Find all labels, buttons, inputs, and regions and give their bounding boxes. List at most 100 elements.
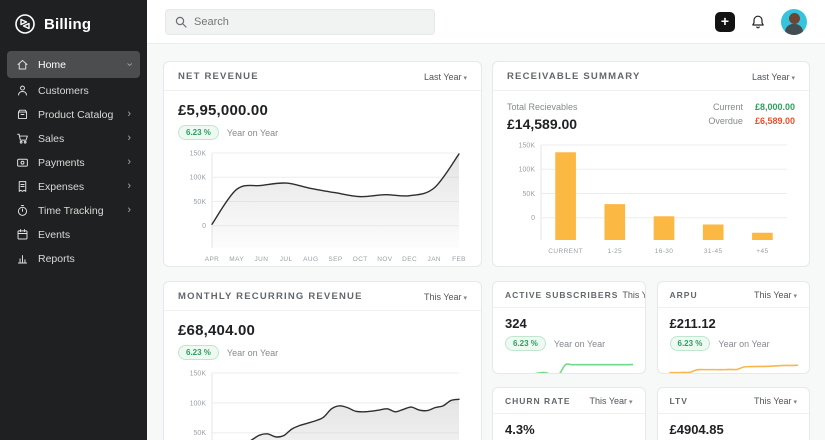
sidebar-item-events[interactable]: Events (7, 223, 140, 246)
sidebar-item-reports[interactable]: Reports (7, 247, 140, 270)
search-input[interactable] (194, 15, 425, 28)
active-subscribers-value: 324 (505, 316, 527, 331)
sales-icon (16, 132, 29, 145)
card-title: ARPU (669, 290, 698, 300)
yoy-caption: Year on Year (553, 338, 606, 349)
chevron-right-icon (127, 133, 131, 144)
svg-text:CURRENT: CURRENT (548, 248, 583, 255)
card-title: MONTHLY RECURRING REVENUE (178, 291, 363, 302)
sidebar-item-time-tracking[interactable]: Time Tracking (7, 199, 140, 222)
kpi-column: ACTIVE SUBSCRIBERS This Year 324 6.23 % … (492, 281, 810, 440)
home-icon (16, 58, 29, 71)
period-dropdown[interactable]: This Year (754, 290, 797, 300)
total-receivables-value: £14,589.00 (507, 116, 578, 132)
overdue-label: Overdue (708, 116, 743, 126)
card-title: RECEIVABLE SUMMARY (507, 71, 641, 82)
mrr-value: £68,404.00 (178, 322, 256, 339)
period-dropdown[interactable]: Last Year (424, 72, 467, 82)
sidebar-item-label: Sales (38, 132, 65, 145)
svg-text:150K: 150K (190, 151, 207, 158)
svg-text:APR: APR (205, 256, 220, 263)
sidebar-item-product-catalog[interactable]: Product Catalog (7, 103, 140, 126)
payments-icon (16, 156, 29, 169)
search-box[interactable] (165, 8, 435, 35)
period-dropdown[interactable]: This Year (590, 396, 633, 406)
sidebar-item-home[interactable]: Home (7, 51, 140, 78)
arpu-sparkline (668, 354, 800, 373)
period-dropdown[interactable]: This Year (622, 290, 644, 300)
notifications-bell-icon[interactable] (750, 14, 766, 30)
sidebar-item-label: Payments (38, 156, 85, 169)
dashboard-row-1: NET REVENUE Last Year £5,95,000.00 6.23 … (163, 61, 810, 267)
overdue-value: £6,589.00 (754, 116, 795, 126)
topbar-actions (715, 8, 807, 35)
card-title: LTV (669, 396, 688, 406)
ltv-value: £4904.85 (669, 422, 724, 437)
dashboard-content: NET REVENUE Last Year £5,95,000.00 6.23 … (147, 44, 825, 440)
app-logo[interactable]: Billing (0, 0, 147, 47)
card-title: ACTIVE SUBSCRIBERS (505, 290, 619, 300)
arpu-card: ARPU This Year £211.12 6.23 % Year on Ye… (656, 281, 810, 374)
expenses-icon (16, 180, 29, 193)
reports-icon (16, 252, 29, 265)
svg-text:MAY: MAY (229, 256, 244, 263)
dashboard-row-2: MONTHLY RECURRING REVENUE This Year £68,… (163, 281, 810, 440)
product-catalog-icon (16, 108, 29, 121)
svg-text:JUN: JUN (254, 256, 268, 263)
svg-text:100K: 100K (190, 175, 207, 182)
svg-text:OCT: OCT (353, 256, 368, 263)
sidebar-item-payments[interactable]: Payments (7, 151, 140, 174)
svg-text:100K: 100K (190, 400, 207, 407)
search-icon (175, 16, 187, 28)
receivable-summary-card: RECEIVABLE SUMMARY Last Year Total Recie… (492, 61, 810, 267)
time-tracking-icon (16, 204, 29, 217)
svg-text:31-45: 31-45 (704, 248, 723, 255)
svg-text:DEC: DEC (402, 256, 417, 263)
chevron-right-icon (127, 181, 131, 192)
svg-text:150K: 150K (190, 371, 207, 378)
svg-text:50K: 50K (194, 430, 207, 437)
svg-text:0: 0 (202, 223, 206, 230)
add-new-button[interactable] (715, 11, 735, 32)
receivables-chart: 0 50K 100K 150K CURRENT 1-25 16-30 31-45 +45 (507, 140, 795, 258)
sidebar-item-sales[interactable]: Sales (7, 127, 140, 150)
svg-text:FEB: FEB (452, 256, 466, 263)
yoy-caption: Year on Year (226, 347, 279, 358)
card-title: NET REVENUE (178, 71, 259, 82)
svg-text:50K: 50K (523, 191, 536, 198)
sidebar-item-label: Home (38, 58, 67, 71)
yoy-badge: 6.23 % (505, 336, 546, 351)
user-avatar[interactable] (781, 8, 807, 35)
svg-text:16-30: 16-30 (655, 248, 674, 255)
yoy-caption: Year on Year (718, 338, 770, 349)
sidebar-item-label: Reports (38, 252, 75, 265)
sidebar-item-expenses[interactable]: Expenses (7, 175, 140, 198)
period-dropdown[interactable]: This Year (754, 396, 797, 406)
active-subscribers-card: ACTIVE SUBSCRIBERS This Year 324 6.23 % … (492, 281, 646, 374)
svg-text:0: 0 (531, 215, 535, 222)
svg-text:SEP: SEP (328, 256, 342, 263)
churn-rate-value: 4.3% (505, 422, 535, 437)
churn-rate-card: CHURN RATE This Year 4.3% 6.23 % Year on… (492, 387, 646, 440)
yoy-badge: 6.23 % (178, 125, 219, 140)
customers-icon (16, 84, 29, 97)
app-title: Billing (44, 15, 92, 33)
sidebar-item-customers[interactable]: Customers (7, 79, 140, 102)
sidebar-item-label: Expenses (38, 180, 85, 193)
yoy-badge: 6.23 % (669, 336, 711, 351)
current-value: £8,000.00 (754, 102, 795, 112)
avatar-body (785, 23, 803, 35)
ltv-card: LTV This Year £4904.85 6.23 % Year on Ye… (656, 387, 810, 440)
current-label: Current (712, 102, 743, 112)
period-dropdown[interactable]: This Year (424, 292, 467, 302)
period-dropdown[interactable]: Last Year (752, 72, 795, 82)
avatar-head (789, 12, 800, 24)
card-title: CHURN RATE (505, 396, 571, 406)
net-revenue-card: NET REVENUE Last Year £5,95,000.00 6.23 … (163, 61, 482, 267)
yoy-badge: 6.23 % (178, 345, 219, 360)
svg-text:JUL: JUL (280, 256, 293, 263)
events-icon (16, 228, 29, 241)
sidebar-item-label: Customers (38, 84, 89, 97)
topbar (147, 0, 825, 44)
